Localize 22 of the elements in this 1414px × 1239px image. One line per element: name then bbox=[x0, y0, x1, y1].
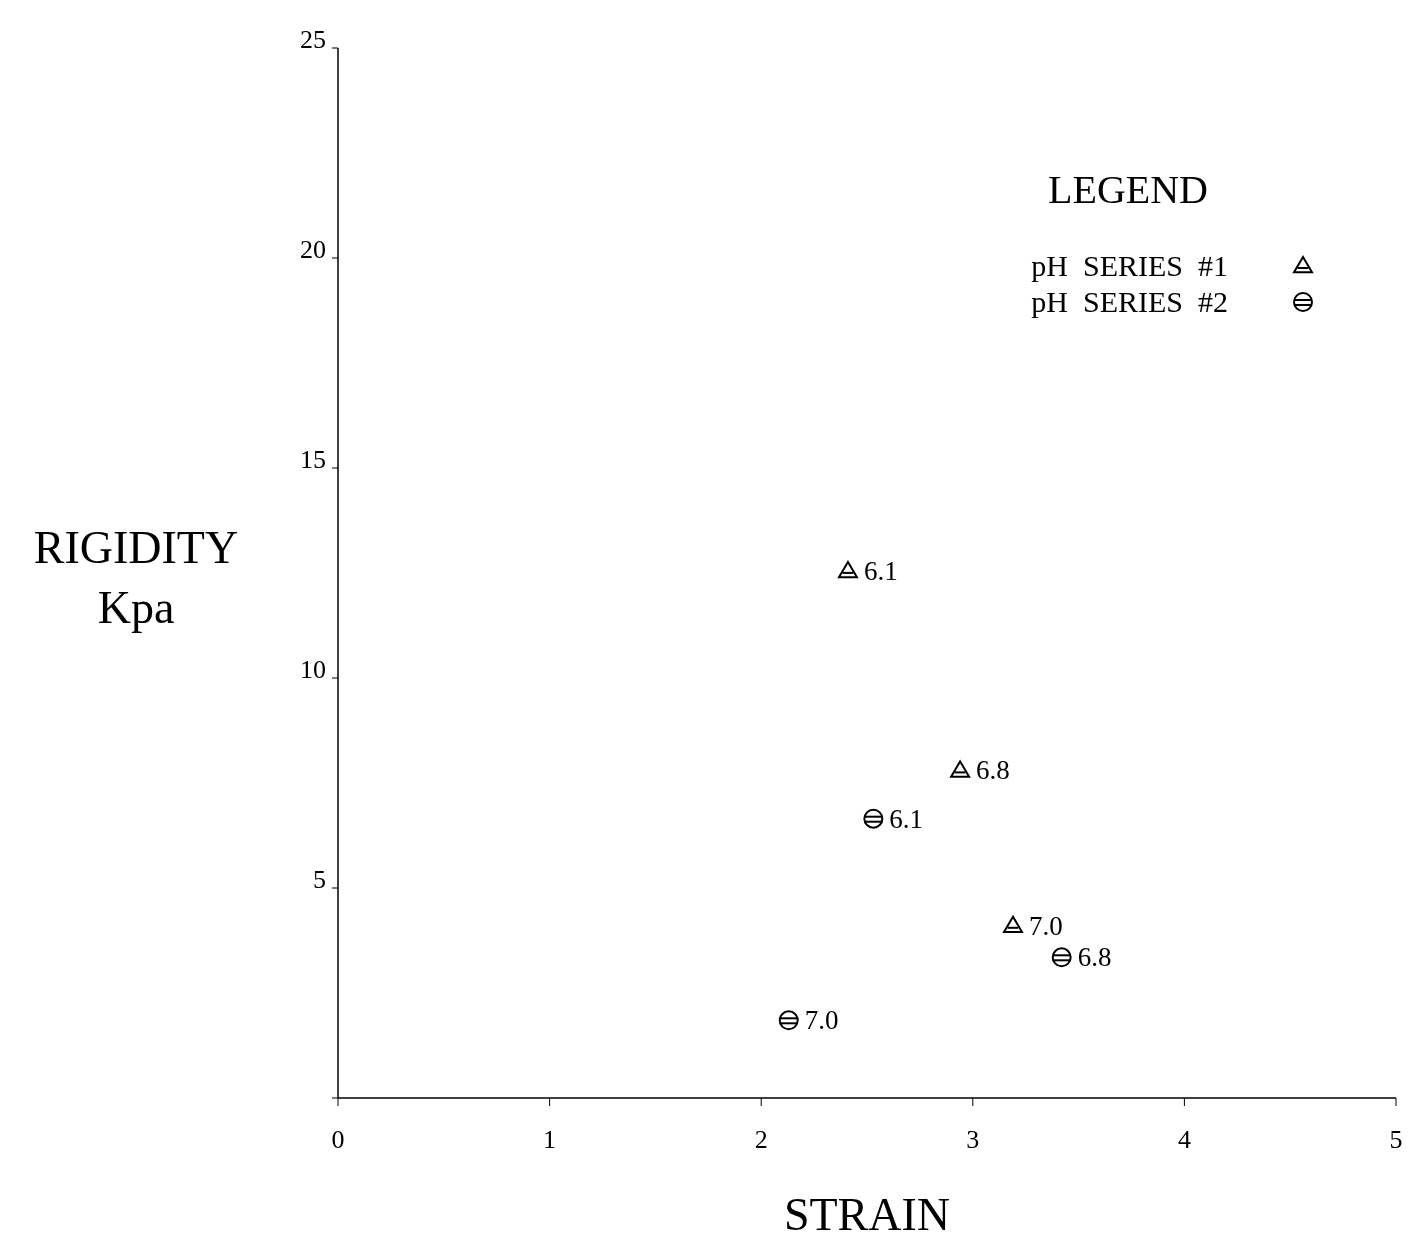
x-tick-label: 1 bbox=[543, 1125, 557, 1154]
x-tick-label: 3 bbox=[966, 1125, 980, 1154]
x-tick-label: 5 bbox=[1389, 1125, 1403, 1154]
y-tick-label: 5 bbox=[313, 865, 326, 894]
y-axis-title: RIGIDITY Kpa bbox=[33, 522, 239, 633]
x-tick-label: 2 bbox=[754, 1125, 768, 1154]
x-tick-label: 4 bbox=[1177, 1125, 1191, 1154]
y-tick-label: 20 bbox=[300, 235, 326, 264]
legend-label: pH SERIES #2 bbox=[1031, 285, 1228, 318]
y-tick-label: 10 bbox=[300, 655, 326, 684]
annotation: 6.8 bbox=[1077, 942, 1112, 973]
annotation: 7.0 bbox=[1029, 910, 1063, 941]
annotation: 7.0 bbox=[804, 1005, 839, 1036]
x-axis-title: STRAIN bbox=[783, 1189, 951, 1239]
annotation: 6.1 bbox=[889, 803, 924, 834]
legend-title: LEGEND bbox=[1048, 167, 1208, 212]
annotation: 6.8 bbox=[976, 755, 1010, 786]
x-tick-label: 0 bbox=[331, 1125, 345, 1154]
y-tick-label: 15 bbox=[300, 445, 326, 474]
annotation: 6.1 bbox=[863, 555, 898, 586]
legend-label: pH SERIES #1 bbox=[1031, 249, 1228, 282]
y-tick-label: 25 bbox=[300, 25, 326, 54]
